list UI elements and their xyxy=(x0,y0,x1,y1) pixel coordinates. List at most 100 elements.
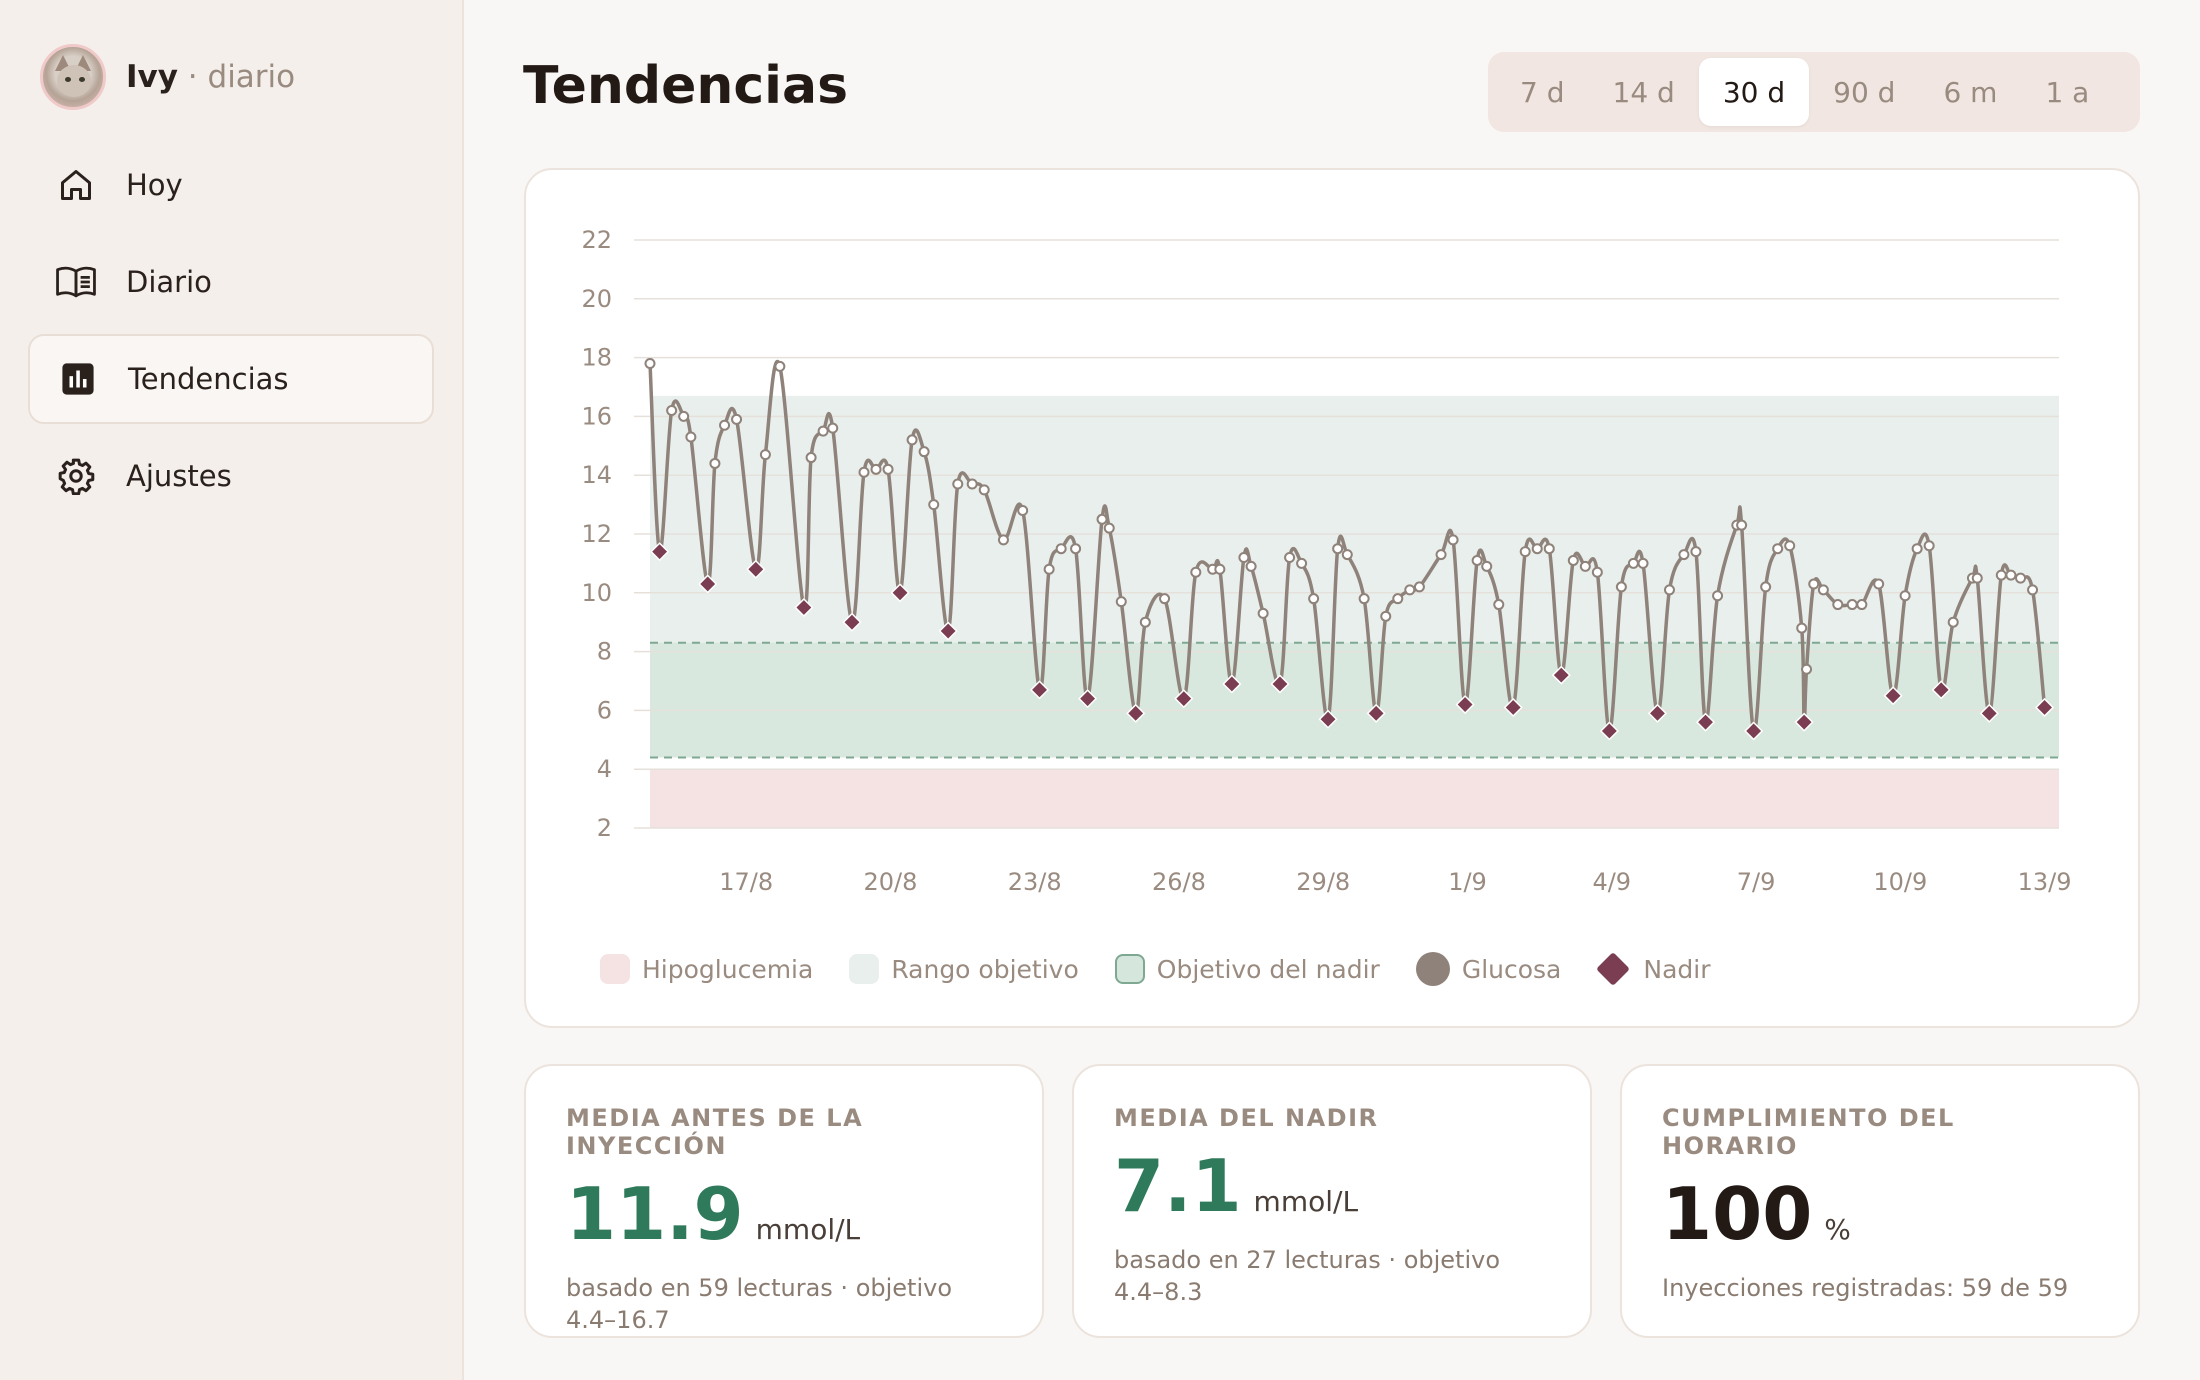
glucose-point xyxy=(1481,560,1493,572)
glucose-point xyxy=(827,422,839,434)
stat-label: MEDIA DEL NADIR xyxy=(1114,1104,1379,1132)
legend-label: Nadir xyxy=(1643,954,1711,984)
legend-item-target[interactable]: Rango objetivo xyxy=(849,954,1079,984)
y-tick-label: 2 xyxy=(597,814,612,842)
nadir-point xyxy=(698,574,718,594)
glucose-point xyxy=(709,457,721,469)
nadir-point xyxy=(1318,709,1338,729)
x-tick-label: 29/8 xyxy=(1296,868,1350,896)
sidebar-item-hoy[interactable]: Hoy xyxy=(28,140,434,230)
legend-item-glucose[interactable]: Glucosa xyxy=(1415,952,1561,986)
glucose-point xyxy=(1214,563,1226,575)
sidebar-item-diario[interactable]: Diario xyxy=(28,237,434,327)
stat-card-schedule: CUMPLIMIENTO DEL HORARIO 100 % Inyeccion… xyxy=(1620,1064,2140,1338)
glucose-point xyxy=(1947,616,1959,628)
glucose-point xyxy=(1404,584,1416,596)
glucose-point xyxy=(759,449,771,461)
nadir-point xyxy=(1503,697,1523,718)
glucose-point xyxy=(1392,593,1404,605)
legend-item-nadir[interactable]: Nadir xyxy=(1596,952,1711,986)
glucose-point xyxy=(1784,540,1796,552)
glucose-point xyxy=(1923,540,1935,552)
sidebar-item-label: Ajustes xyxy=(126,459,232,493)
glucose-point xyxy=(1995,569,2007,581)
sidebar-item-ajustes[interactable]: Ajustes xyxy=(28,431,434,521)
glucose-point xyxy=(918,446,930,458)
nadir-point xyxy=(650,542,670,562)
glucose-point xyxy=(882,463,894,475)
legend-swatch xyxy=(1415,952,1450,986)
y-tick-label: 8 xyxy=(597,638,612,666)
x-tick-label: 17/8 xyxy=(719,868,773,896)
glucose-point xyxy=(952,478,964,490)
glucose-point xyxy=(1801,663,1813,675)
nadir-point xyxy=(1979,703,1999,723)
glucose-point xyxy=(644,357,656,369)
x-tick-label: 20/8 xyxy=(863,868,917,896)
range-tab-6m[interactable]: 6 m xyxy=(1943,75,1998,109)
nadir-point xyxy=(1270,674,1290,694)
nadir-point xyxy=(1222,674,1242,694)
glucose-point xyxy=(805,452,817,464)
glucose-point xyxy=(666,405,678,417)
glucose-point xyxy=(1615,581,1627,593)
y-tick-label: 12 xyxy=(581,520,612,548)
sidebar-nav: Hoy Diario Tendencias Ajustes xyxy=(28,140,434,528)
glucose-point xyxy=(1257,607,1269,619)
x-tick-label: 13/9 xyxy=(2018,868,2072,896)
range-tab-90d[interactable]: 90 d xyxy=(1833,75,1896,109)
sidebar-item-label: Tendencias xyxy=(128,362,289,396)
bar-chart-icon xyxy=(58,359,98,399)
sidebar-item-tendencias[interactable]: Tendencias xyxy=(28,334,434,424)
glucose-point xyxy=(2027,584,2039,596)
glucose-point xyxy=(2015,572,2027,584)
glucose-point xyxy=(1690,546,1702,558)
x-tick-label: 26/8 xyxy=(1152,868,1206,896)
glucose-point xyxy=(928,499,940,511)
nadir-point xyxy=(1366,703,1386,723)
glucose-point xyxy=(1832,599,1844,611)
legend-label: Hipoglucemia xyxy=(642,954,814,984)
stat-value: 11.9 xyxy=(566,1172,744,1256)
glucose-point xyxy=(1447,534,1459,546)
glucose-point xyxy=(1332,543,1344,555)
glucose-point xyxy=(966,478,978,490)
stat-unit: mmol/L xyxy=(1253,1185,1359,1218)
page-title: Tendencias xyxy=(523,56,849,116)
book-icon xyxy=(56,262,96,302)
glucose-point xyxy=(1543,543,1555,555)
range-tab-1a[interactable]: 1 a xyxy=(2045,75,2090,109)
glucose-point xyxy=(1435,549,1447,561)
nadir-point xyxy=(1931,680,1951,700)
range-tab-7d[interactable]: 7 d xyxy=(1520,75,1565,109)
glucose-point xyxy=(731,413,743,425)
glucose-point xyxy=(858,466,870,478)
nadir-point xyxy=(890,583,910,603)
sidebar-item-label: Diario xyxy=(126,265,212,299)
stat-card-nadir: MEDIA DEL NADIR 7.1 mmol/L basado en 27 … xyxy=(1072,1064,1592,1338)
legend-item-nadir-target[interactable]: Objetivo del nadir xyxy=(1114,954,1380,984)
brand[interactable]: Ivy · diario xyxy=(40,44,295,110)
nadir-point xyxy=(1126,703,1146,723)
glucose-chart-card: 2 4 6 8 10 12 14 16 18 20 22 17/8 20/8 23/8 26/8 29/8 1… xyxy=(524,168,2140,1028)
x-tick-label: 10/9 xyxy=(1873,868,1927,896)
nadir-point xyxy=(1174,689,1194,709)
legend-swatch xyxy=(1114,954,1145,984)
legend-item-hypo[interactable]: Hipoglucemia xyxy=(600,954,813,984)
nadir-point xyxy=(1455,694,1475,715)
glucose-point xyxy=(1856,599,1868,611)
range-tab-14d[interactable]: 14 d xyxy=(1612,75,1675,109)
glucose-point xyxy=(1358,593,1370,605)
glucose-point xyxy=(1139,616,1151,628)
glucose-point xyxy=(1796,622,1808,634)
sidebar: Ivy · diario Hoy Diario Tendencias Ajust… xyxy=(0,0,464,1380)
stat-unit: % xyxy=(1824,1213,1851,1246)
glucose-point xyxy=(1341,549,1353,561)
glucose-point xyxy=(1413,581,1425,593)
nadir-point xyxy=(1696,712,1716,732)
y-tick-label: 4 xyxy=(597,755,612,783)
range-tab-30d[interactable]: 30 d xyxy=(1698,58,1810,126)
glucose-point xyxy=(1873,578,1885,590)
glucose-point xyxy=(1055,543,1067,555)
glucose-point xyxy=(870,463,882,475)
